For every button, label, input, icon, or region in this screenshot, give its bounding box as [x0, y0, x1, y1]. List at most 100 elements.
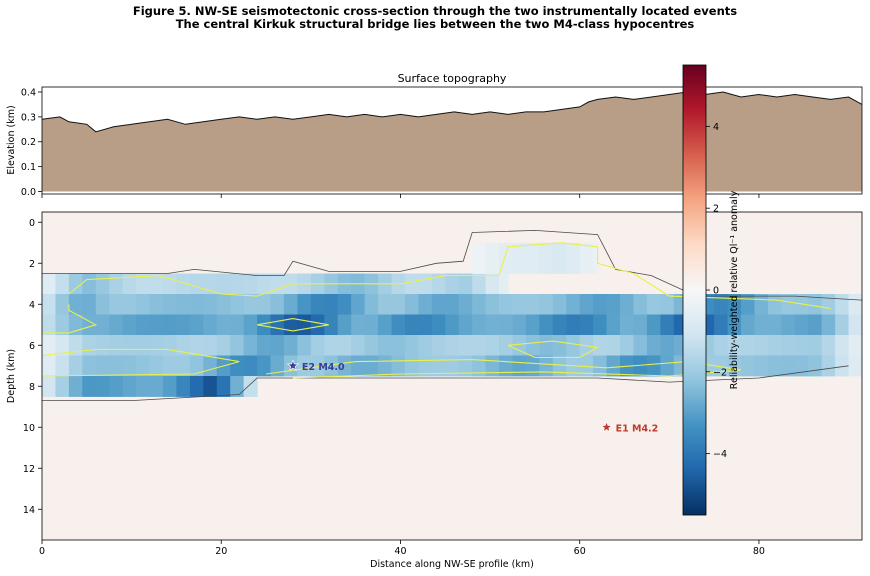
contour-line	[257, 318, 329, 332]
heatmap-cell	[176, 355, 191, 377]
elevation-tick-label: 0.1	[21, 162, 36, 173]
heatmap-cell	[364, 294, 379, 315]
heatmap-cell	[270, 355, 285, 377]
heatmap-cell	[122, 355, 137, 377]
heatmap-cell	[122, 273, 137, 295]
heatmap-cell	[525, 355, 540, 377]
heatmap-cell	[512, 335, 527, 356]
heatmap-cell	[230, 376, 245, 397]
colorbar-tick-label: −4	[713, 449, 727, 460]
elevation-tick-label: 0.2	[21, 137, 36, 148]
heatmap-cell	[808, 294, 823, 315]
heatmap-cell	[257, 314, 272, 336]
heatmap-cell	[660, 335, 675, 356]
heatmap-cell	[230, 273, 245, 295]
heatmap-cell	[525, 294, 540, 315]
heatmap-cell	[109, 355, 124, 377]
heatmap-cell	[378, 314, 393, 336]
heatmap-cell	[136, 335, 151, 356]
heatmap-cell	[364, 314, 379, 336]
heatmap-cell	[781, 314, 796, 336]
heatmap-cell	[754, 314, 769, 336]
heatmap-cell	[149, 335, 164, 356]
heatmap-cell	[95, 273, 110, 295]
heatmap-cell	[767, 294, 782, 315]
heatmap-cell	[189, 376, 204, 397]
depth-axis-label: Depth (km)	[6, 349, 17, 403]
heatmap-cell	[216, 314, 231, 336]
heatmap-cell	[431, 335, 446, 356]
heatmap-cell	[283, 335, 299, 356]
heatmap-cell	[257, 273, 272, 295]
heatmap-cell	[162, 314, 178, 336]
heatmap-cell	[351, 314, 366, 336]
distance-tick-label: 60	[574, 546, 586, 557]
topography-y-axis: 0.0 0.1 0.2 0.3 0.4	[21, 87, 42, 198]
heatmap-cell	[458, 314, 473, 336]
heatmap-cell	[136, 376, 151, 397]
event-label-e2: E2 M4.0	[302, 362, 345, 373]
heatmap-cell	[539, 335, 554, 356]
heatmap-cell	[646, 314, 661, 336]
heatmap-cell	[445, 355, 460, 377]
heatmap-cell	[149, 273, 164, 295]
heatmap-cell	[55, 294, 70, 315]
heatmap-cell	[109, 376, 124, 397]
anomaly-heatmap	[42, 212, 862, 540]
depth-tick-label: 14	[23, 505, 35, 516]
distance-tick-label: 80	[753, 546, 765, 557]
heatmap-cell	[727, 335, 742, 356]
heatmap-cell	[404, 273, 419, 295]
heatmap-cell	[216, 376, 231, 397]
heatmap-cell	[136, 294, 151, 315]
heatmap-cell	[297, 355, 312, 377]
heatmap-cell	[821, 294, 836, 315]
heatmap-cell	[525, 242, 540, 274]
heatmap-cell	[404, 335, 419, 356]
heatmap-cell	[552, 242, 567, 274]
colorbar-tick-label: −2	[713, 367, 727, 378]
anomaly-contours	[42, 229, 862, 402]
heatmap-cell	[176, 294, 191, 315]
distance-tick-label: 40	[394, 546, 406, 557]
heatmap-cell	[593, 314, 608, 336]
heatmap-cell	[82, 355, 97, 377]
heatmap-cell	[324, 355, 339, 377]
heatmap-cell	[741, 335, 756, 356]
heatmap-cell	[848, 314, 862, 336]
heatmap-cell	[418, 294, 433, 315]
heatmap-cell	[472, 294, 487, 315]
heatmap-cell	[808, 335, 823, 356]
contour-line	[507, 340, 600, 359]
topography-fill	[42, 92, 862, 192]
heatmap-cell	[257, 355, 272, 377]
heatmap-cell	[512, 242, 527, 274]
heatmap-cell	[579, 314, 594, 336]
heatmap-cell	[620, 314, 635, 336]
heatmap-cell	[55, 355, 70, 377]
heatmap-cell	[499, 335, 514, 356]
heatmap-cell	[55, 314, 70, 336]
heatmap-cell	[351, 294, 366, 315]
heatmap-cell	[391, 314, 406, 336]
elevation-tick-label: 0.4	[21, 87, 36, 98]
heatmap-cell	[499, 314, 514, 336]
heatmap-cell	[42, 294, 57, 315]
heatmap-cell	[633, 294, 648, 315]
heatmap-cell	[418, 335, 433, 356]
contour-line	[42, 304, 98, 334]
heatmap-cell	[848, 355, 862, 377]
heatmap-cell	[391, 335, 406, 356]
heatmap-cell	[499, 242, 514, 274]
heatmap-cell	[606, 314, 621, 336]
heatmap-cell	[418, 273, 433, 295]
depth-tick-label: 12	[23, 464, 35, 475]
heatmap-cell	[431, 273, 446, 295]
heatmap-cell	[754, 335, 769, 356]
heatmap-cell	[472, 273, 487, 295]
heatmap-cell	[310, 294, 325, 315]
heatmap-cell	[95, 335, 110, 356]
heatmap-cell	[445, 294, 460, 315]
heatmap-cell	[243, 355, 258, 377]
